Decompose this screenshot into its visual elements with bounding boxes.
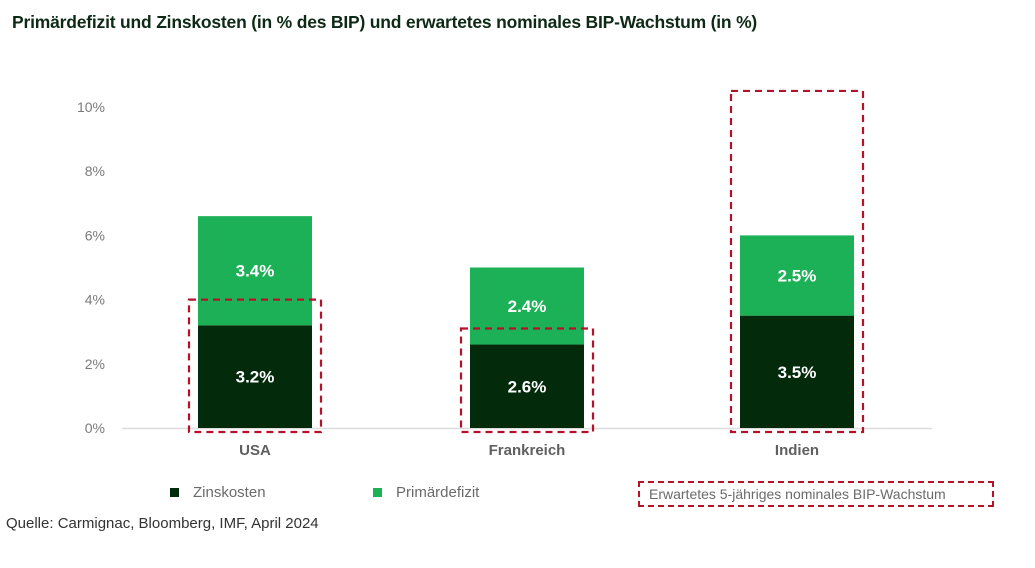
bar-primrdefizit-usa bbox=[198, 216, 312, 326]
legend-label-primaerdefizit: Primärdefizit bbox=[396, 484, 480, 501]
x-tick-label: Indien bbox=[775, 442, 819, 459]
y-tick-label: 6% bbox=[85, 227, 105, 243]
legend-item-zinskosten: Zinskosten bbox=[170, 484, 266, 501]
data-label: 2.4% bbox=[508, 297, 547, 316]
stacked-bar-chart: 0% 2% 4% 6% 8% 10% 3.2% 3.4% USA 2.6% 2.4% Frankrei… bbox=[77, 89, 932, 459]
data-label: 3.4% bbox=[236, 262, 275, 281]
x-tick-label: Frankreich bbox=[489, 442, 566, 459]
legend-label-bip-wachstum: Erwartetes 5-jähriges nominales BIP-Wach… bbox=[649, 486, 946, 502]
data-label: 3.5% bbox=[778, 363, 817, 382]
legend-label-zinskosten: Zinskosten bbox=[193, 484, 266, 501]
chart-title: Primärdefizit und Zinskosten (in % des B… bbox=[12, 12, 758, 32]
data-label: 3.2% bbox=[236, 368, 275, 387]
data-label: 2.6% bbox=[508, 377, 547, 396]
legend-swatch-primaerdefizit bbox=[373, 488, 382, 497]
bar-primrdefizit-indien bbox=[740, 235, 854, 316]
bar-primrdefizit-frankreich bbox=[470, 267, 584, 345]
y-tick-label: 10% bbox=[77, 99, 105, 115]
data-label: 2.5% bbox=[778, 267, 817, 286]
bar-zinskosten-frankreich bbox=[470, 344, 584, 428]
y-tick-label: 8% bbox=[85, 163, 105, 179]
legend-item-bip-wachstum: Erwartetes 5-jähriges nominales BIP-Wach… bbox=[638, 481, 994, 507]
legend-swatch-zinskosten bbox=[170, 488, 179, 497]
overlay-bip-wachstum-frankreich bbox=[459, 327, 595, 434]
bar-zinskosten-indien bbox=[740, 315, 854, 428]
y-tick-label: 2% bbox=[85, 356, 105, 372]
y-tick-label: 0% bbox=[85, 420, 105, 436]
legend-item-primaerdefizit: Primärdefizit bbox=[373, 484, 479, 501]
y-tick-label: 4% bbox=[85, 292, 105, 308]
overlay-bip-wachstum-indien bbox=[729, 89, 865, 434]
bar-zinskosten-usa bbox=[198, 325, 312, 428]
source-note: Quelle: Carmignac, Bloomberg, IMF, April… bbox=[6, 515, 319, 532]
overlay-bip-wachstum-usa bbox=[187, 298, 323, 434]
x-tick-label: USA bbox=[239, 442, 271, 459]
